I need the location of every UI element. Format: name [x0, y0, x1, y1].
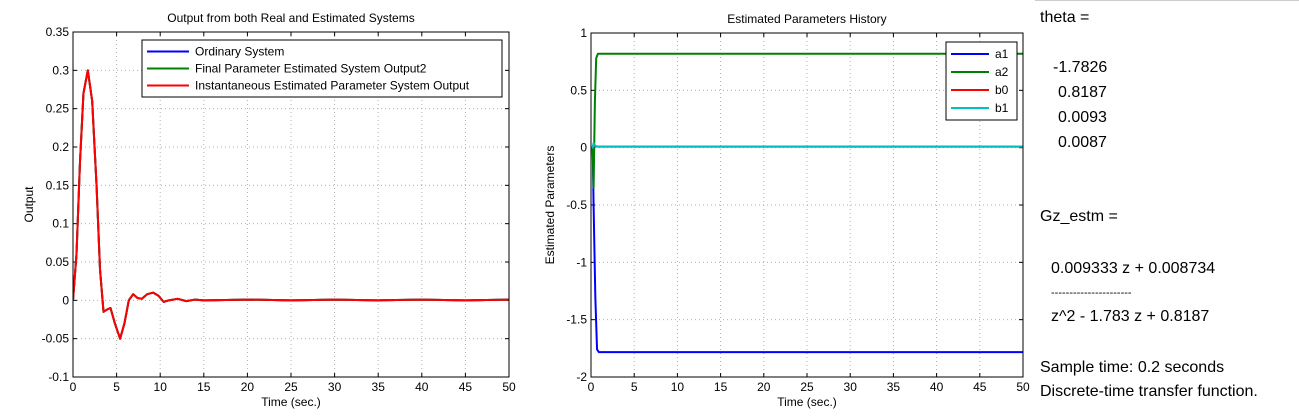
- y-tick-label: 0.15: [46, 178, 70, 192]
- x-tick-label: 15: [714, 380, 728, 394]
- console-theta-value: 0.0093: [1058, 109, 1107, 126]
- x-tick-label: 50: [502, 380, 516, 394]
- legend-label: Instantaneous Estimated Parameter System…: [195, 79, 470, 93]
- output-chart: 0 5 10 15 20 25 30 35 40 45 50 -0.1 -0.05 0 0.05 0.1 0.1…: [22, 11, 516, 409]
- y-axis-label: Estimated Parameters: [543, 146, 557, 265]
- y-tick-label: 1: [580, 26, 587, 40]
- x-tick-label: 5: [631, 380, 638, 394]
- chart-title: Output from both Real and Estimated Syst…: [167, 11, 414, 25]
- x-tick-label: 10: [671, 380, 685, 394]
- x-tick-label: 25: [800, 380, 814, 394]
- console-fraction-bar: ----------------------: [1051, 287, 1132, 299]
- y-tick-label: -1: [576, 255, 587, 269]
- y-tick-label: 0: [580, 141, 587, 155]
- legend-label: b0: [995, 83, 1009, 97]
- y-tick-label: -0.1: [48, 370, 69, 384]
- x-tick-label: 30: [844, 380, 858, 394]
- y-tick-label: 0: [62, 293, 69, 307]
- x-tick-label: 10: [154, 380, 168, 394]
- y-tick-label: -0.05: [42, 332, 70, 346]
- legend-label: Ordinary System: [195, 45, 284, 59]
- x-axis-label: Time (sec.): [261, 395, 321, 409]
- legend-label: a2: [995, 65, 1009, 79]
- console-sample-time: Sample time: 0.2 seconds: [1040, 359, 1225, 376]
- x-tick-label: 20: [241, 380, 255, 394]
- legend-label: a1: [995, 47, 1009, 61]
- console-numerator: 0.009333 z + 0.008734: [1051, 260, 1216, 277]
- console-theta-label: theta =: [1040, 9, 1090, 26]
- legend-label: b1: [995, 101, 1009, 115]
- console-tf-type: Discrete-time transfer function.: [1040, 383, 1258, 400]
- x-tick-label: 40: [415, 380, 429, 394]
- console-denominator: z^2 - 1.783 z + 0.8187: [1051, 308, 1210, 325]
- x-tick-label: 15: [197, 380, 211, 394]
- console-gz-label: Gz_estm =: [1040, 208, 1118, 225]
- x-tick-label: 50: [1016, 380, 1030, 394]
- x-tick-label: 45: [973, 380, 987, 394]
- x-tick-label: 0: [588, 380, 595, 394]
- legend-box: [141, 39, 503, 98]
- y-tick-label: 0.3: [52, 63, 69, 77]
- x-tick-label: 35: [372, 380, 386, 394]
- chart-title: Estimated Parameters History: [727, 12, 886, 26]
- y-tick-label: -1.5: [566, 313, 587, 327]
- series-line-3: [73, 69, 509, 340]
- x-tick-label: 25: [284, 380, 298, 394]
- axes-box: [72, 31, 510, 378]
- x-tick-label: 45: [459, 380, 473, 394]
- parameters-chart: 0 5 10 15 20 25 30 35 40 45 50 -2 -1.5 -1 -0.5 0 0.5 1 Est…: [543, 12, 1030, 409]
- x-tick-label: 20: [757, 380, 771, 394]
- x-tick-label: 5: [113, 380, 120, 394]
- legend-label: Final Parameter Estimated System Output2: [195, 62, 427, 76]
- y-tick-label: 0.25: [46, 102, 70, 116]
- console-theta-value: -1.7826: [1053, 59, 1108, 76]
- axes-box: [590, 32, 1024, 378]
- y-tick-label: 0.1: [52, 217, 69, 231]
- y-tick-label: -2: [576, 370, 587, 384]
- matlab-console-output: theta = -1.7826 0.8187 0.0093 0.0087 Gz_…: [1035, 0, 1299, 420]
- series-line-4: [591, 142, 1023, 149]
- x-tick-label: 0: [70, 380, 77, 394]
- y-tick-label: 0.05: [46, 255, 70, 269]
- y-tick-label: 0.35: [46, 25, 70, 39]
- y-tick-label: 0.5: [570, 83, 587, 97]
- console-theta-value: 0.0087: [1058, 134, 1107, 151]
- console-theta-value: 0.8187: [1058, 84, 1107, 101]
- x-tick-label: 30: [328, 380, 342, 394]
- y-tick-label: -0.5: [566, 198, 587, 212]
- x-axis-label: Time (sec.): [777, 395, 837, 409]
- x-tick-label: 35: [887, 380, 901, 394]
- y-axis-label: Output: [22, 186, 36, 223]
- y-tick-label: 0.2: [52, 140, 69, 154]
- x-tick-label: 40: [930, 380, 944, 394]
